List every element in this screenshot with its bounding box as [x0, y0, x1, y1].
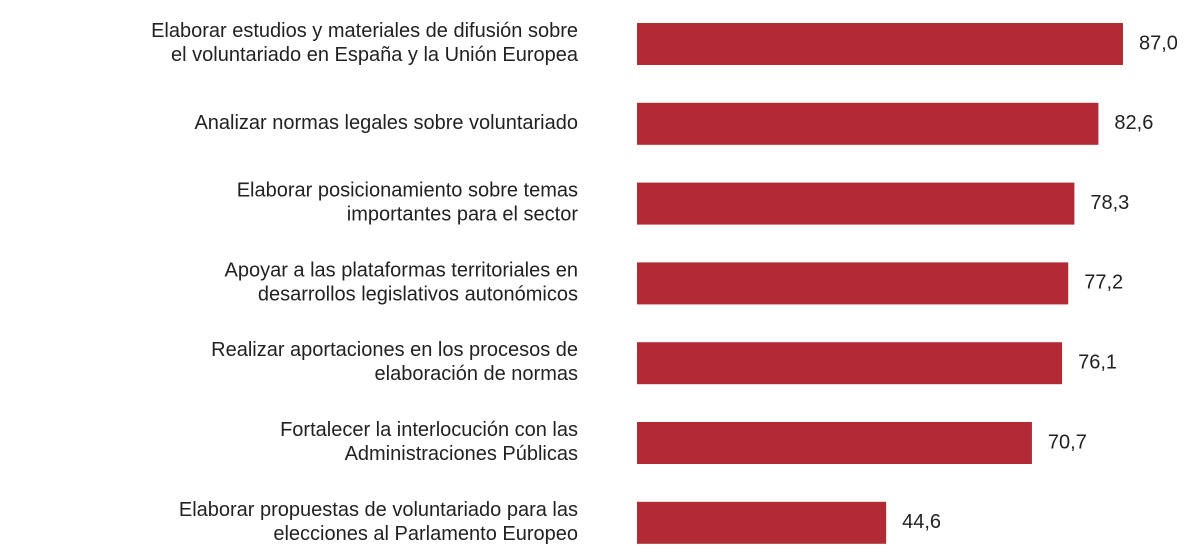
value-label: 77,2 — [1084, 272, 1123, 294]
value-label: 70,7 — [1048, 431, 1087, 453]
value-label: 87,0 — [1139, 32, 1178, 54]
category-label: Analizar normas legales sobre voluntaria… — [194, 112, 578, 134]
category-label: Elaborar estudios y materiales de difusi… — [151, 20, 579, 66]
value-label: 82,6 — [1114, 112, 1153, 134]
value-label: 44,6 — [902, 511, 941, 533]
bar — [637, 102, 1099, 145]
bar — [637, 501, 887, 544]
category-label: Elaborar posicionamiento sobre temas impo… — [237, 180, 579, 226]
category-label: Apoyar a las plataformas territoriales e… — [225, 260, 579, 306]
bar — [637, 342, 1063, 385]
value-label: 78,3 — [1090, 192, 1129, 214]
value-label: 76,1 — [1078, 351, 1117, 373]
category-label: Realizar aportaciones en los procesos de… — [211, 339, 578, 385]
category-label: Fortalecer la interlocución con las Admin… — [280, 419, 578, 465]
category-label: Elaborar propuestas de voluntariado para… — [179, 499, 578, 545]
bar — [637, 262, 1069, 305]
bar — [637, 422, 1032, 464]
bar — [637, 23, 1123, 65]
bar — [637, 182, 1075, 225]
